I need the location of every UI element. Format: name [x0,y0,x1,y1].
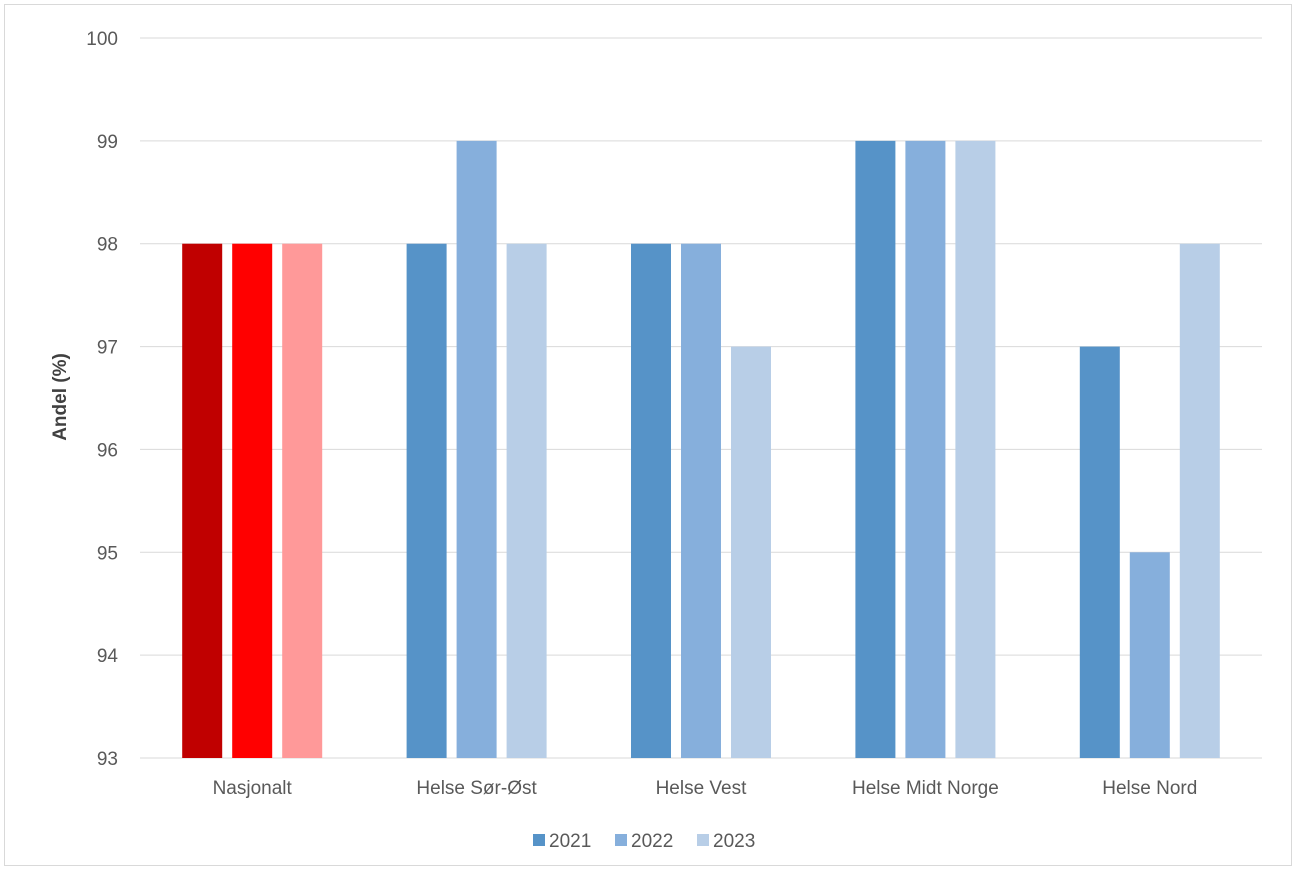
bar-2021 [855,140,896,758]
y-tick-labels: 93 94 95 96 97 98 99 100 [86,29,118,770]
x-category-label: Helse Sør-Øst [416,778,537,799]
bar-2022 [681,243,721,758]
bar-2022 [456,140,497,758]
legend-swatch [615,834,627,846]
bar-2023 [282,243,323,758]
bar-2023 [1179,243,1220,758]
y-tick-label: 98 [97,235,118,256]
legend-swatch [533,834,545,846]
y-tick-label: 94 [97,646,119,667]
y-tick-label: 95 [97,543,118,564]
bar-2021 [406,243,447,758]
legend-swatch [697,834,709,846]
legend-label: 2023 [713,831,755,852]
x-category-labels: Nasjonalt Helse Sør-Øst Helse Vest Helse Mi… [213,778,1198,799]
legend: 2021 2022 2023 [533,831,755,852]
legend-label: 2021 [549,831,591,852]
x-category-label: Helse Nord [1102,778,1197,799]
bar-2023 [955,140,996,758]
y-tick-label: 97 [97,338,118,359]
bar-2021 [182,243,223,758]
bar-2021 [1079,346,1120,758]
y-tick-label: 93 [97,749,118,770]
y-tick-label: 96 [97,440,118,461]
bar-2021 [631,243,671,758]
x-category-label: Nasjonalt [213,778,293,799]
y-tick-label: 99 [97,132,118,153]
y-tick-label: 100 [86,29,118,50]
bar-2023 [731,346,771,758]
legend-label: 2022 [631,831,673,852]
bars [182,140,1220,758]
bar-2022 [905,140,946,758]
bar-2022 [1129,552,1170,758]
x-category-label: Helse Midt Norge [852,778,999,799]
bar-2023 [506,243,547,758]
y-axis-title: Andel (%) [50,353,71,441]
x-category-label: Helse Vest [656,778,748,799]
bar-2022 [232,243,273,758]
